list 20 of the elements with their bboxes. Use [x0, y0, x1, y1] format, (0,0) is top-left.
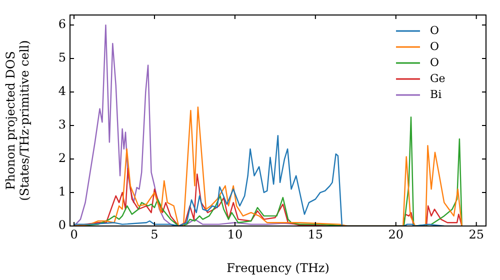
- legend-label: Bi: [430, 88, 442, 101]
- x-axis-title: Frequency (THz): [226, 260, 330, 275]
- x-tick-label: 15: [308, 227, 324, 242]
- y-tick-label: 0: [58, 218, 66, 232]
- y-tick-label: 1: [58, 184, 66, 199]
- y-tick-label: 4: [58, 84, 66, 98]
- y-tick-label: 3: [58, 118, 66, 132]
- x-tick-label: 5: [150, 227, 158, 242]
- legend-label: O: [430, 24, 440, 37]
- y-tick-label: 2: [58, 151, 66, 166]
- x-tick-label: 25: [468, 227, 484, 242]
- y-tick-label: 6: [58, 17, 66, 32]
- x-tick-label: 20: [388, 227, 404, 242]
- legend-label: O: [430, 40, 440, 53]
- y-tick-label: 5: [58, 50, 66, 65]
- y-axis-title: Phonon projected DOS (States/THz·primitive cell): [3, 40, 32, 201]
- legend-label: Ge: [430, 72, 446, 85]
- x-tick-label: 10: [227, 227, 243, 242]
- x-tick-label: 0: [70, 227, 78, 242]
- legend-label: O: [430, 56, 440, 69]
